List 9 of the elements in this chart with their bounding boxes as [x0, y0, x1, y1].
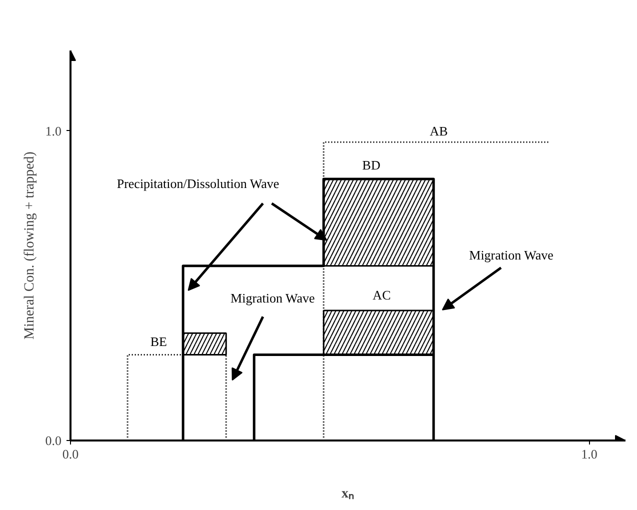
annotation: Migration Wave	[230, 290, 316, 306]
annotation: AC	[372, 288, 391, 303]
annotation: Precipitation/Dissolution Wave	[116, 176, 280, 192]
y-axis-title: Mineral Con. (flowing + trapped)	[22, 151, 38, 340]
annotation: AB	[430, 123, 448, 138]
annotation: BE	[150, 334, 168, 349]
x-axis-title: xₙ	[342, 486, 354, 502]
annotation: BD	[362, 158, 380, 173]
annotation: Migration Wave	[469, 247, 554, 262]
